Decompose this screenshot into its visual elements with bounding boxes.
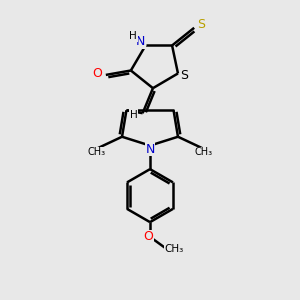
Text: CH₃: CH₃ [194, 147, 213, 157]
Text: S: S [181, 69, 188, 82]
Text: O: O [93, 67, 103, 80]
Text: H: H [129, 31, 137, 41]
Text: CH₃: CH₃ [87, 147, 106, 157]
Text: O: O [144, 230, 154, 243]
Text: H: H [130, 110, 138, 120]
Text: N: N [136, 35, 145, 48]
Text: N: N [145, 142, 155, 156]
Text: S: S [197, 18, 206, 31]
Text: CH₃: CH₃ [165, 244, 184, 254]
